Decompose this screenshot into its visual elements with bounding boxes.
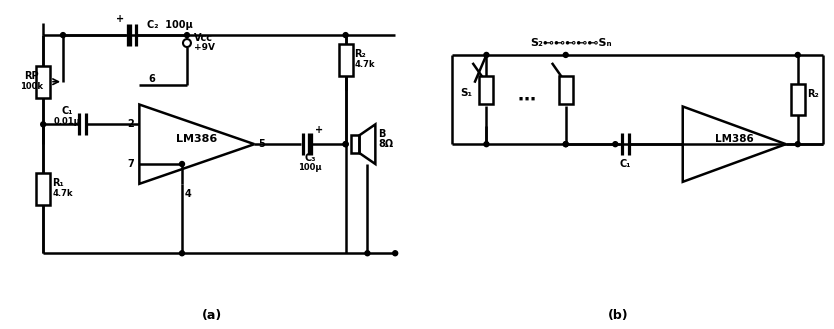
Circle shape: [563, 142, 568, 147]
Circle shape: [41, 122, 46, 127]
Bar: [339, 44, 353, 76]
Text: Vᴄᴄ: Vᴄᴄ: [193, 33, 213, 43]
Circle shape: [393, 251, 398, 256]
Text: (a): (a): [202, 309, 222, 322]
Text: C₁: C₁: [61, 107, 73, 116]
Circle shape: [365, 251, 370, 256]
Text: LM386: LM386: [176, 134, 218, 144]
Circle shape: [563, 142, 568, 147]
Text: B: B: [379, 129, 385, 139]
Text: 4.7k: 4.7k: [354, 60, 375, 69]
Circle shape: [179, 251, 184, 256]
Text: 0.01μ: 0.01μ: [53, 117, 80, 126]
Text: 4.7k: 4.7k: [52, 189, 73, 198]
Text: 4: 4: [185, 189, 192, 199]
Text: C₂  100μ: C₂ 100μ: [148, 20, 193, 30]
Circle shape: [563, 52, 568, 58]
Text: R₂: R₂: [354, 49, 366, 59]
Circle shape: [61, 33, 66, 38]
Text: 2: 2: [128, 119, 134, 129]
Text: 100μ: 100μ: [298, 164, 322, 172]
Text: (b): (b): [608, 309, 629, 322]
Bar: [36, 66, 50, 98]
Circle shape: [343, 142, 348, 147]
Text: 100k: 100k: [20, 82, 43, 91]
Text: +: +: [117, 14, 124, 24]
Text: 7: 7: [128, 159, 134, 169]
Text: R₂: R₂: [806, 89, 818, 99]
Circle shape: [796, 142, 801, 147]
Circle shape: [179, 162, 184, 166]
Bar: [559, 76, 573, 104]
Text: 6: 6: [148, 74, 154, 84]
Text: +: +: [314, 125, 323, 135]
Text: +9V: +9V: [193, 43, 215, 53]
Circle shape: [184, 33, 189, 38]
Text: R₁: R₁: [52, 178, 64, 188]
Bar: [350, 135, 359, 153]
Circle shape: [484, 52, 489, 58]
Text: RP: RP: [24, 71, 38, 81]
Circle shape: [613, 142, 618, 147]
Text: S₂⊷⊷⊷⊷⊷Sₙ: S₂⊷⊷⊷⊷⊷Sₙ: [530, 38, 611, 48]
Bar: [791, 84, 805, 115]
Circle shape: [343, 33, 348, 38]
Circle shape: [796, 52, 801, 58]
Text: 8Ω: 8Ω: [379, 139, 394, 149]
Text: C₁: C₁: [620, 159, 631, 169]
Text: S₁: S₁: [460, 88, 473, 98]
Circle shape: [343, 142, 348, 147]
Text: LM386: LM386: [715, 134, 754, 144]
Text: 5: 5: [259, 139, 265, 149]
Text: C₃: C₃: [304, 153, 315, 163]
Bar: [36, 173, 50, 205]
Text: ⋯: ⋯: [517, 90, 535, 109]
Circle shape: [484, 142, 489, 147]
Bar: [480, 76, 494, 104]
